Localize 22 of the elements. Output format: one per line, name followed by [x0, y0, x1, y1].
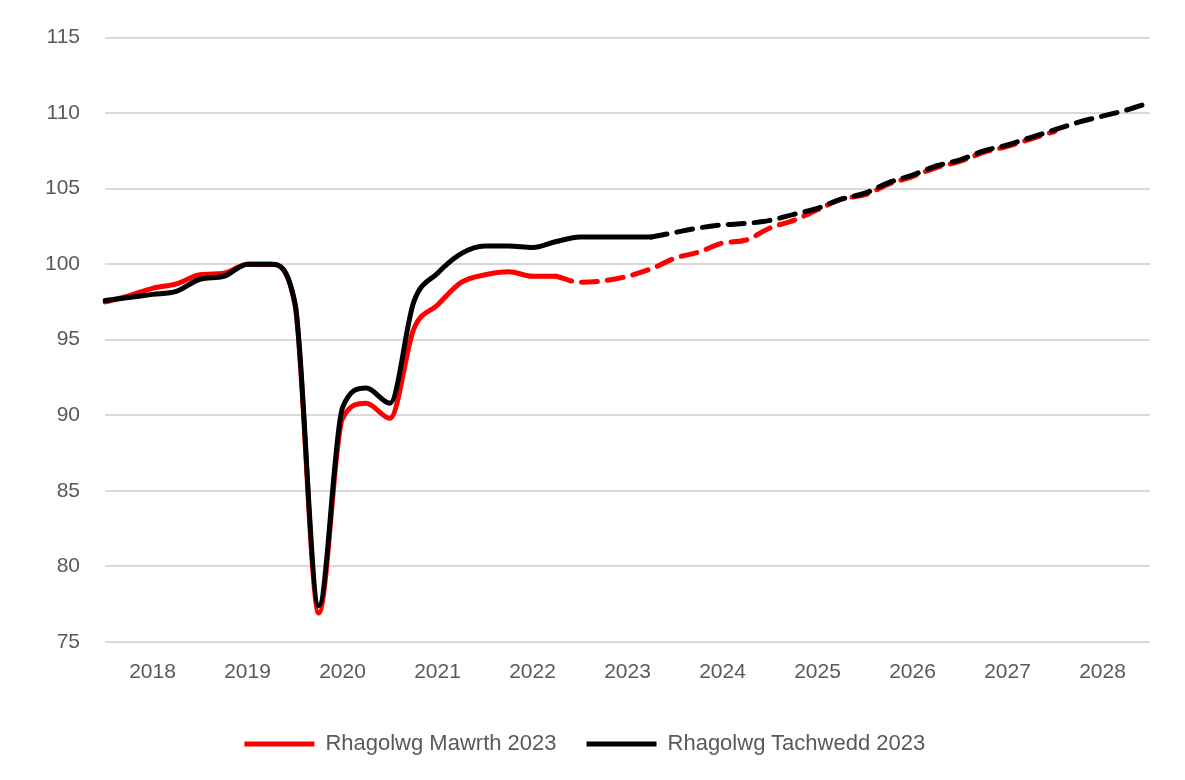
y-tick-label: 90	[56, 402, 81, 426]
x-tick-label: 2020	[319, 659, 366, 683]
x-tick-label: 2019	[224, 659, 271, 683]
x-tick-label: 2018	[129, 659, 176, 683]
x-tick-label: 2027	[984, 659, 1031, 683]
x-tick-label: 2024	[699, 659, 747, 683]
x-tick-label: 2022	[509, 659, 556, 683]
x-tick-label: 2028	[1079, 659, 1126, 683]
y-tick-label: 75	[56, 628, 81, 652]
y-tick-label: 85	[56, 477, 81, 501]
x-tick-label: 2026	[889, 659, 936, 683]
legend-label: Rhagolwg Mawrth 2023	[325, 730, 557, 756]
y-tick-label: 100	[44, 250, 81, 274]
y-tick-label: 115	[46, 24, 81, 48]
y-tick-label: 80	[56, 553, 81, 577]
x-tick-label: 2025	[794, 659, 841, 683]
legend-label: Rhagolwg Tachwedd 2023	[667, 730, 926, 756]
x-tick-label: 2023	[604, 659, 651, 683]
y-tick-label: 95	[56, 326, 81, 350]
y-tick-label: 110	[46, 99, 81, 123]
x-tick-label: 2021	[414, 659, 461, 683]
y-tick-label: 105	[44, 175, 81, 199]
